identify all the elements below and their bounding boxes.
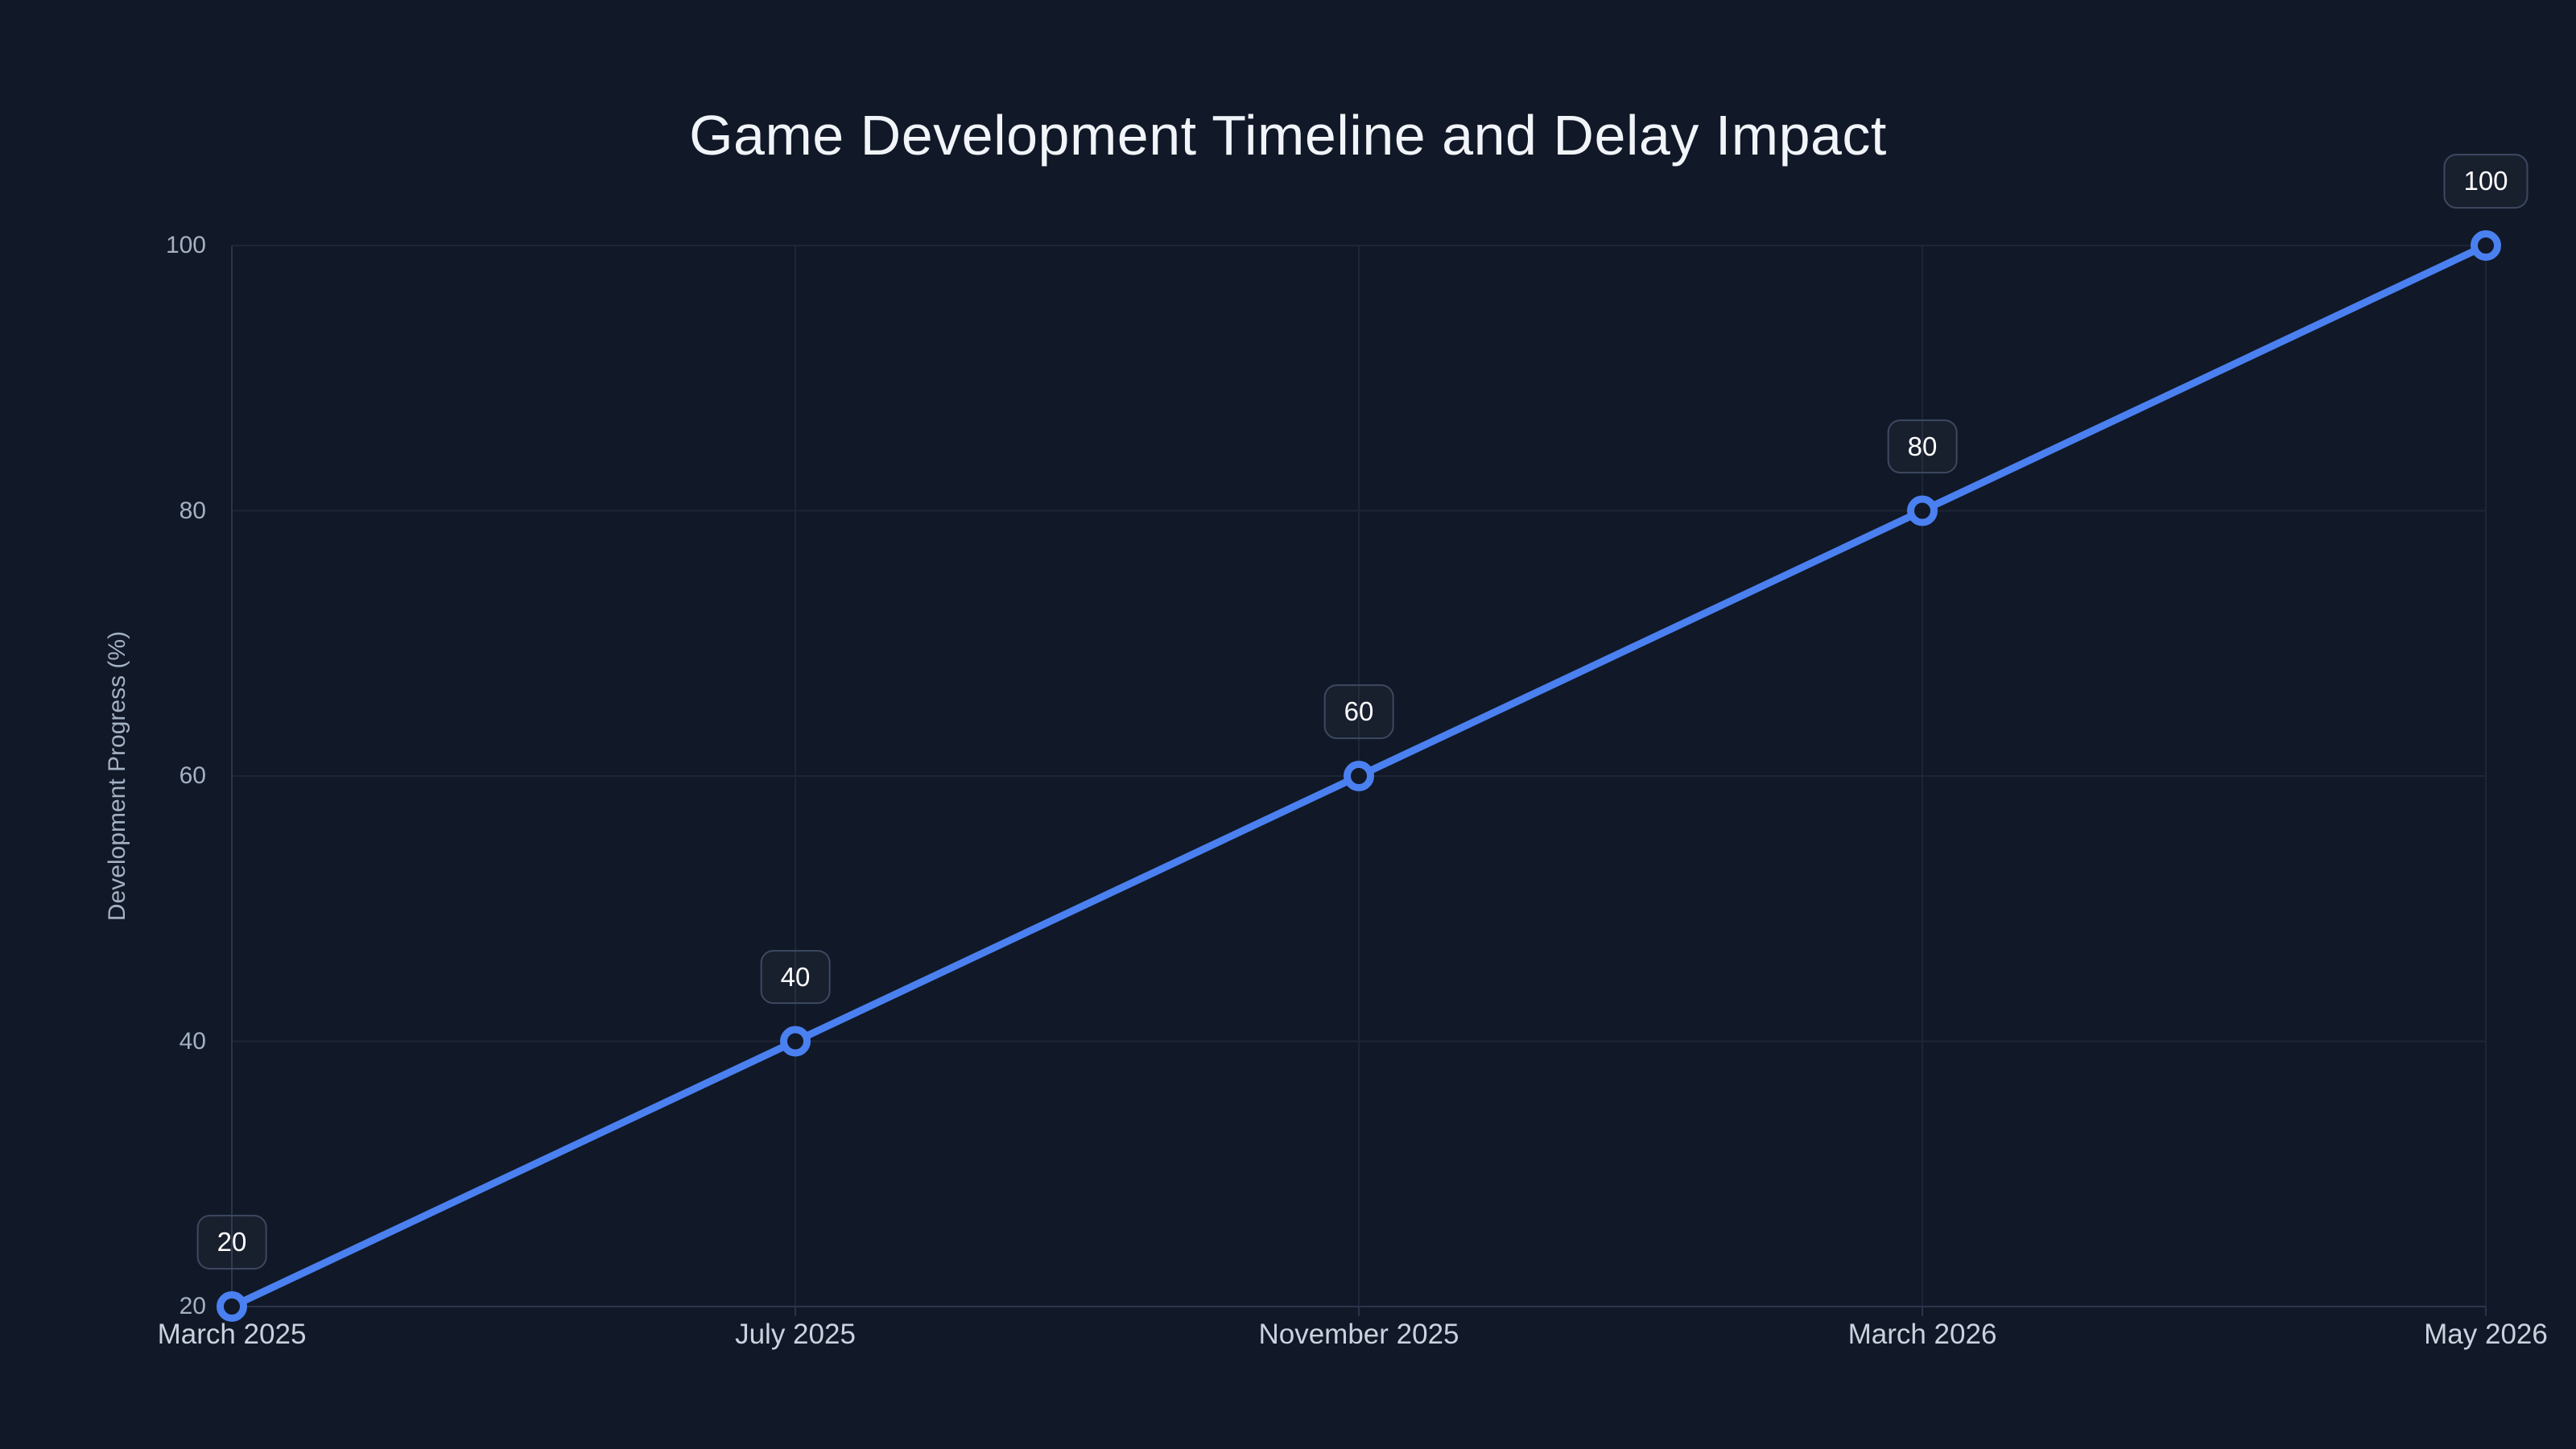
x-tick-label: March 2026 <box>1847 1319 1997 1350</box>
x-tick-label: March 2025 <box>157 1319 307 1350</box>
data-point-label: 80 <box>1887 419 1958 474</box>
data-point-marker[interactable] <box>1344 761 1374 791</box>
x-tick-label: July 2025 <box>735 1319 856 1350</box>
y-tick-label: 80 <box>179 497 206 524</box>
data-point-label: 60 <box>1323 684 1394 739</box>
x-tick-label: May 2026 <box>2424 1319 2548 1350</box>
y-tick-label: 20 <box>179 1293 206 1319</box>
data-point-label: 40 <box>760 949 831 1005</box>
chart-title: Game Development Timeline and Delay Impa… <box>689 104 1887 167</box>
y-tick-label: 100 <box>165 232 206 258</box>
data-point-marker[interactable] <box>1907 495 1938 526</box>
data-point-label: 100 <box>2443 154 2529 208</box>
y-tick-label: 60 <box>179 762 206 789</box>
data-point-label: 20 <box>196 1215 267 1269</box>
data-point-marker[interactable] <box>2471 230 2501 261</box>
x-tick-label: November 2025 <box>1258 1319 1459 1350</box>
data-point-marker[interactable] <box>217 1291 247 1322</box>
data-point-marker[interactable] <box>780 1026 811 1057</box>
y-tick-label: 40 <box>179 1027 206 1055</box>
